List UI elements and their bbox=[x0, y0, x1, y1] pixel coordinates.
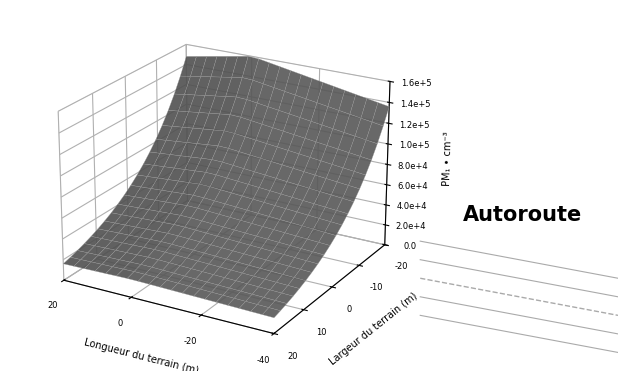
Y-axis label: Largeur du terrain (m): Largeur du terrain (m) bbox=[328, 291, 419, 367]
X-axis label: Longueur du terrain (m): Longueur du terrain (m) bbox=[83, 338, 199, 371]
Text: Autoroute: Autoroute bbox=[463, 205, 582, 225]
